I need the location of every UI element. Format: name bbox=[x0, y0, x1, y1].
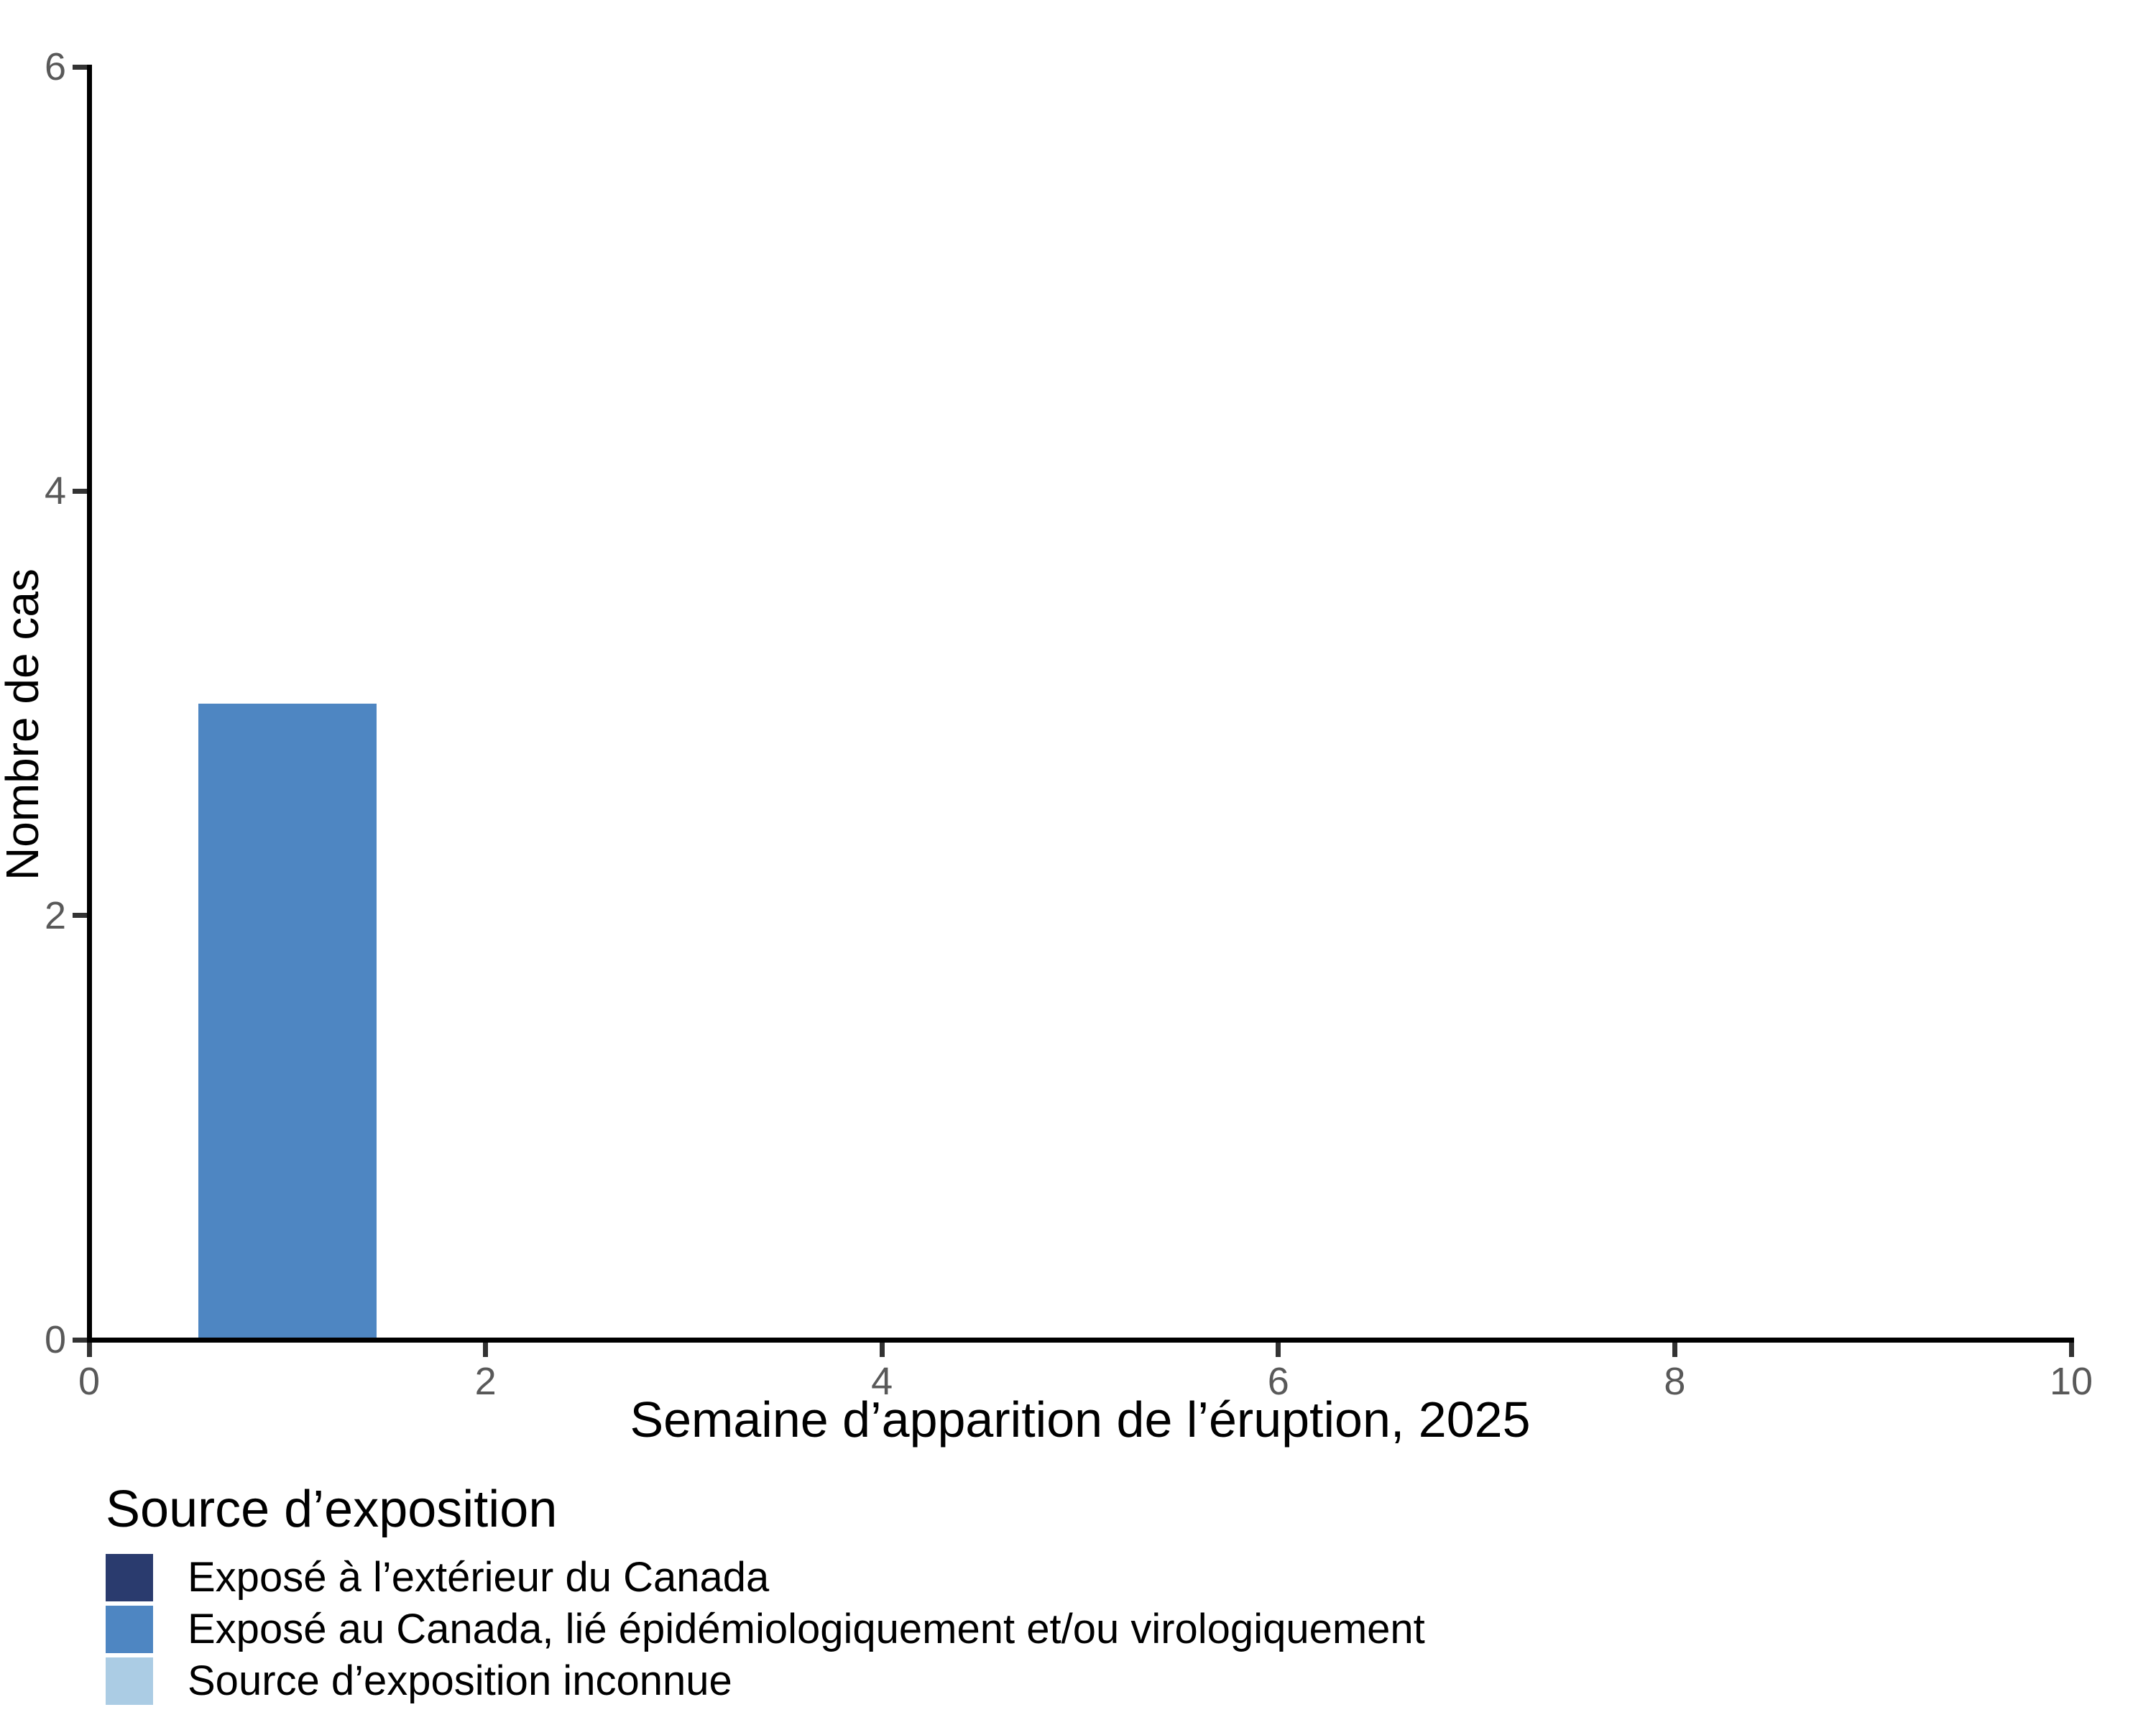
legend-title: Source d’exposition bbox=[106, 1481, 558, 1538]
x-tick-label: 6 bbox=[1267, 1360, 1289, 1403]
legend-item-label: Exposé au Canada, lié épidémiologiquemen… bbox=[188, 1606, 1425, 1652]
y-tick-label: 4 bbox=[44, 469, 66, 513]
legend-item: Exposé à l’extérieur du Canada bbox=[106, 1554, 1425, 1601]
legend-swatch-dark-blue bbox=[106, 1554, 153, 1601]
x-tick bbox=[879, 1342, 885, 1357]
x-axis-line bbox=[86, 1337, 2074, 1343]
x-tick-label: 10 bbox=[2049, 1360, 2093, 1403]
legend-item: Exposé au Canada, lié épidémiologiquemen… bbox=[106, 1606, 1425, 1653]
y-tick bbox=[72, 64, 87, 70]
y-axis-title: Nombre de cas bbox=[0, 569, 48, 880]
x-tick bbox=[1672, 1342, 1677, 1357]
y-tick bbox=[72, 488, 87, 494]
legend-item-label: Source d’exposition inconnue bbox=[188, 1657, 732, 1704]
x-tick-label: 0 bbox=[78, 1360, 101, 1403]
x-tick-label: 8 bbox=[1664, 1360, 1686, 1403]
legend-item: Source d’exposition inconnue bbox=[106, 1657, 1425, 1705]
y-tick-label: 0 bbox=[44, 1318, 66, 1361]
y-tick-label: 2 bbox=[44, 893, 66, 937]
legend-item-label: Exposé à l’extérieur du Canada bbox=[188, 1554, 770, 1601]
x-tick bbox=[483, 1342, 489, 1357]
x-tick bbox=[2068, 1342, 2074, 1357]
x-tick bbox=[1276, 1342, 1281, 1357]
y-tick bbox=[72, 913, 87, 919]
bar-week-1 bbox=[198, 703, 377, 1340]
y-axis-line bbox=[86, 64, 92, 1343]
x-tick bbox=[86, 1342, 92, 1357]
x-axis-title: Semaine d’apparition de l’éruption, 2025 bbox=[630, 1392, 1531, 1448]
x-tick-label: 2 bbox=[474, 1360, 497, 1403]
legend: Source d’exposition Exposé à l’extérieur… bbox=[106, 1482, 1425, 1709]
legend-swatch-medium-blue bbox=[106, 1606, 153, 1653]
legend-swatch-light-blue bbox=[106, 1657, 153, 1705]
x-tick-label: 4 bbox=[871, 1360, 893, 1403]
y-tick bbox=[72, 1337, 87, 1343]
y-tick-label: 6 bbox=[44, 45, 66, 88]
